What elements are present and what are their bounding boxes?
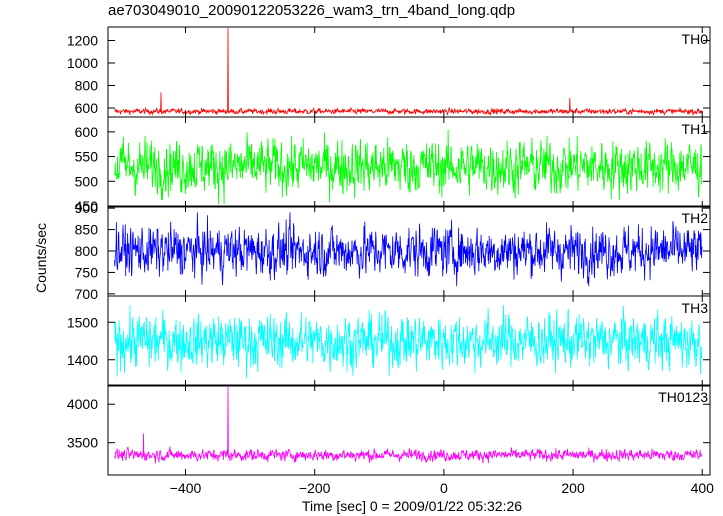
panel-label-th0: TH0 <box>682 31 709 47</box>
x-axis: −400 −200 0 200 400 <box>170 480 714 496</box>
x-tick-label: 400 <box>691 480 715 496</box>
panel-th0: 600 800 1000 1200 TH0 <box>67 26 711 118</box>
y-tick-label: 850 <box>75 222 99 238</box>
panel-th0123: 3500 4000 TH0123 <box>67 384 711 476</box>
series-line-th0 <box>114 28 703 116</box>
panel-label-th2: TH2 <box>682 210 709 226</box>
y-tick-label: 1400 <box>67 352 98 368</box>
x-axis-label: Time [sec] 0 = 2009/01/22 05:32:26 <box>302 498 522 514</box>
series-line-th1 <box>114 129 703 205</box>
panels-group: 600 800 1000 1200 TH0 450 500 550 600 TH1 700 750 80… <box>67 26 711 476</box>
y-tick-label: 700 <box>75 286 99 302</box>
panel-frame <box>107 26 711 118</box>
y-tick-label: 750 <box>75 264 99 280</box>
panel-label-th0123: TH0123 <box>658 389 708 405</box>
y-tick-label: 600 <box>75 124 99 140</box>
x-tick-label: 0 <box>440 480 448 496</box>
chart-title: ae703049010_20090122053226_wam3_trn_4ban… <box>108 2 516 19</box>
x-tick-label: 200 <box>561 480 585 496</box>
y-tick-label: 1000 <box>67 55 98 71</box>
y-tick-label: 600 <box>75 100 99 116</box>
y-tick-label: 4000 <box>67 396 98 412</box>
panel-label-th3: TH3 <box>682 300 709 316</box>
y-tick-label: 1200 <box>67 33 98 49</box>
y-axis-label: Counts/sec <box>33 223 49 293</box>
y-tick-label: 800 <box>75 78 99 94</box>
panel-th1: 450 500 550 600 TH1 <box>75 116 711 214</box>
y-tick-label: 900 <box>75 200 99 216</box>
y-tick-label: 3500 <box>67 435 98 451</box>
y-tick-label: 800 <box>75 243 99 259</box>
y-tick-label: 500 <box>75 173 99 189</box>
series-line-th3 <box>114 304 703 379</box>
y-tick-label: 450 <box>75 198 99 214</box>
panel-frame <box>107 384 711 476</box>
panel-th3: 1400 1500 TH3 <box>67 295 711 387</box>
y-tick-label: 550 <box>75 149 99 165</box>
panel-th2: 700 750 800 850 900 TH2 <box>75 200 711 302</box>
y-tick-label: 1500 <box>67 314 98 330</box>
panel-frame <box>107 116 711 208</box>
x-tick-label: −400 <box>170 480 202 496</box>
series-line-th2 <box>114 212 703 287</box>
panel-frame <box>107 295 711 387</box>
series-line-th0123 <box>114 385 702 464</box>
x-tick-label: −200 <box>299 480 331 496</box>
panel-label-th1: TH1 <box>682 121 709 137</box>
